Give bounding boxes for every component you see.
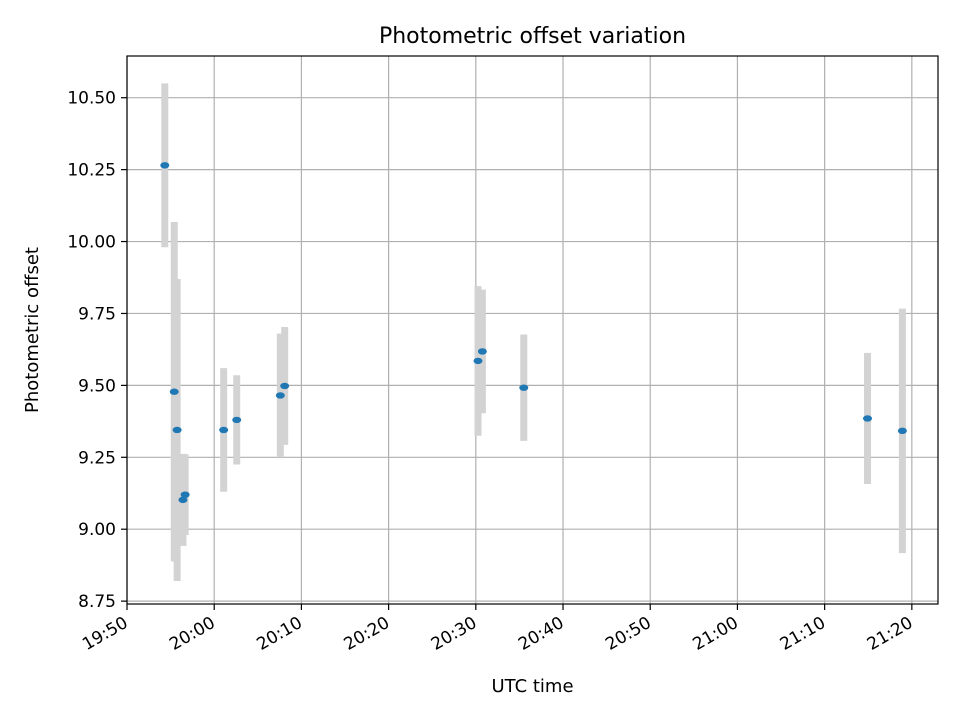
data-point	[180, 491, 190, 498]
y-tick-label: 9.50	[78, 376, 116, 396]
data-point	[477, 348, 487, 355]
data-point	[178, 496, 188, 504]
y-tick-label: 8.75	[78, 592, 116, 612]
data-point	[275, 392, 285, 399]
data-point	[172, 426, 182, 434]
y-tick-label: 9.00	[78, 520, 116, 540]
data-point	[219, 426, 229, 434]
y-tick-label: 10.25	[67, 161, 116, 181]
data-points	[160, 162, 907, 504]
data-point	[519, 384, 529, 391]
data-point	[160, 162, 170, 169]
plot-frame	[126, 55, 939, 605]
data-point	[232, 416, 242, 424]
y-axis-label: Photometric offset	[22, 247, 43, 413]
data-point	[169, 388, 179, 395]
x-axis-label: UTC time	[491, 676, 573, 697]
data-point	[280, 382, 290, 390]
y-tick-label: 10.50	[67, 89, 116, 109]
y-tick-label: 9.75	[78, 304, 116, 324]
chart-title: Photometric offset variation	[379, 24, 686, 49]
y-tick-label: 10.00	[67, 233, 116, 253]
data-point	[473, 357, 483, 365]
y-tick-label: 9.25	[78, 448, 116, 468]
data-point	[897, 427, 907, 435]
data-point	[863, 415, 873, 422]
grid	[126, 56, 938, 604]
